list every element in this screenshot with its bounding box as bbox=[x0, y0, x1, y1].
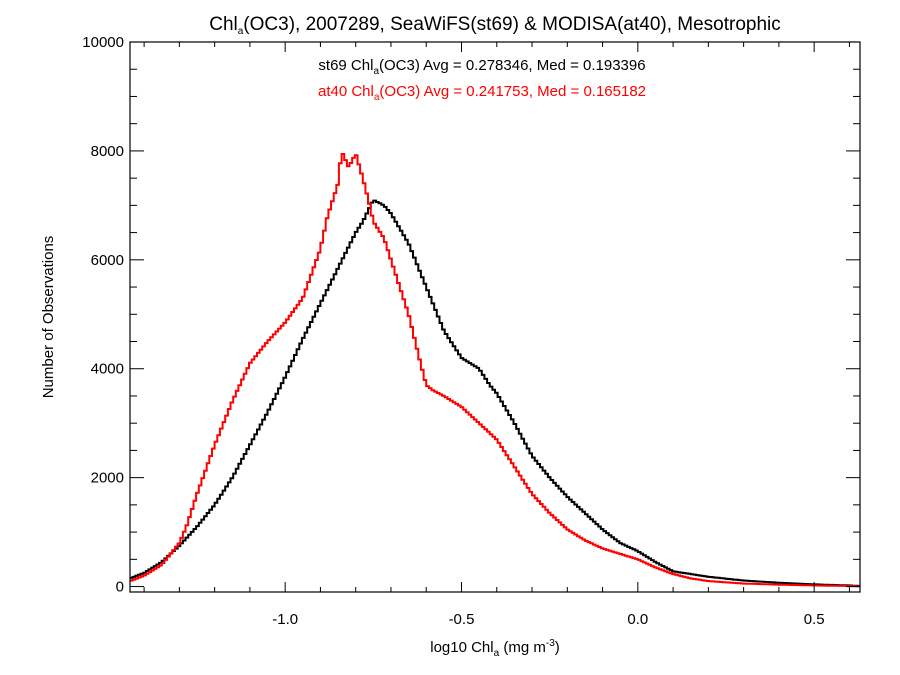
chart-title: Chla(OC3), 2007289, SeaWiFS(st69) & MODI… bbox=[209, 14, 781, 37]
y-tick-label: 0 bbox=[116, 579, 124, 596]
series-line-at40 bbox=[130, 153, 860, 588]
x-axis-label: log10 Chla (mg m-3) bbox=[430, 638, 560, 659]
x-tick-label: 0.5 bbox=[804, 611, 825, 628]
x-tick-label: -0.5 bbox=[449, 611, 475, 628]
y-tick-label: 10000 bbox=[82, 34, 124, 51]
x-tick-label: 0.0 bbox=[627, 611, 648, 628]
series-stats-at40: at40 Chla(OC3) Avg = 0.241753, Med = 0.1… bbox=[318, 83, 646, 103]
plot-frame bbox=[129, 41, 861, 593]
series-stats-st69: st69 Chla(OC3) Avg = 0.278346, Med = 0.1… bbox=[318, 57, 645, 77]
series-layer bbox=[130, 153, 860, 588]
y-tick-label: 4000 bbox=[91, 361, 124, 378]
y-tick-label: 6000 bbox=[91, 252, 124, 269]
y-tick-label: 2000 bbox=[91, 470, 124, 487]
series-line-st69 bbox=[130, 199, 860, 587]
axis-ticks: -1.0 -0.5 0.0 0.5 0 2000 4000 6000 8000 10000 bbox=[82, 34, 860, 628]
x-tick-label: -1.0 bbox=[272, 611, 298, 628]
y-tick-label: 8000 bbox=[91, 143, 124, 160]
legend-stats: st69 Chla(OC3) Avg = 0.278346, Med = 0.1… bbox=[318, 57, 646, 103]
y-axis-label: Number of Observations bbox=[40, 236, 57, 399]
